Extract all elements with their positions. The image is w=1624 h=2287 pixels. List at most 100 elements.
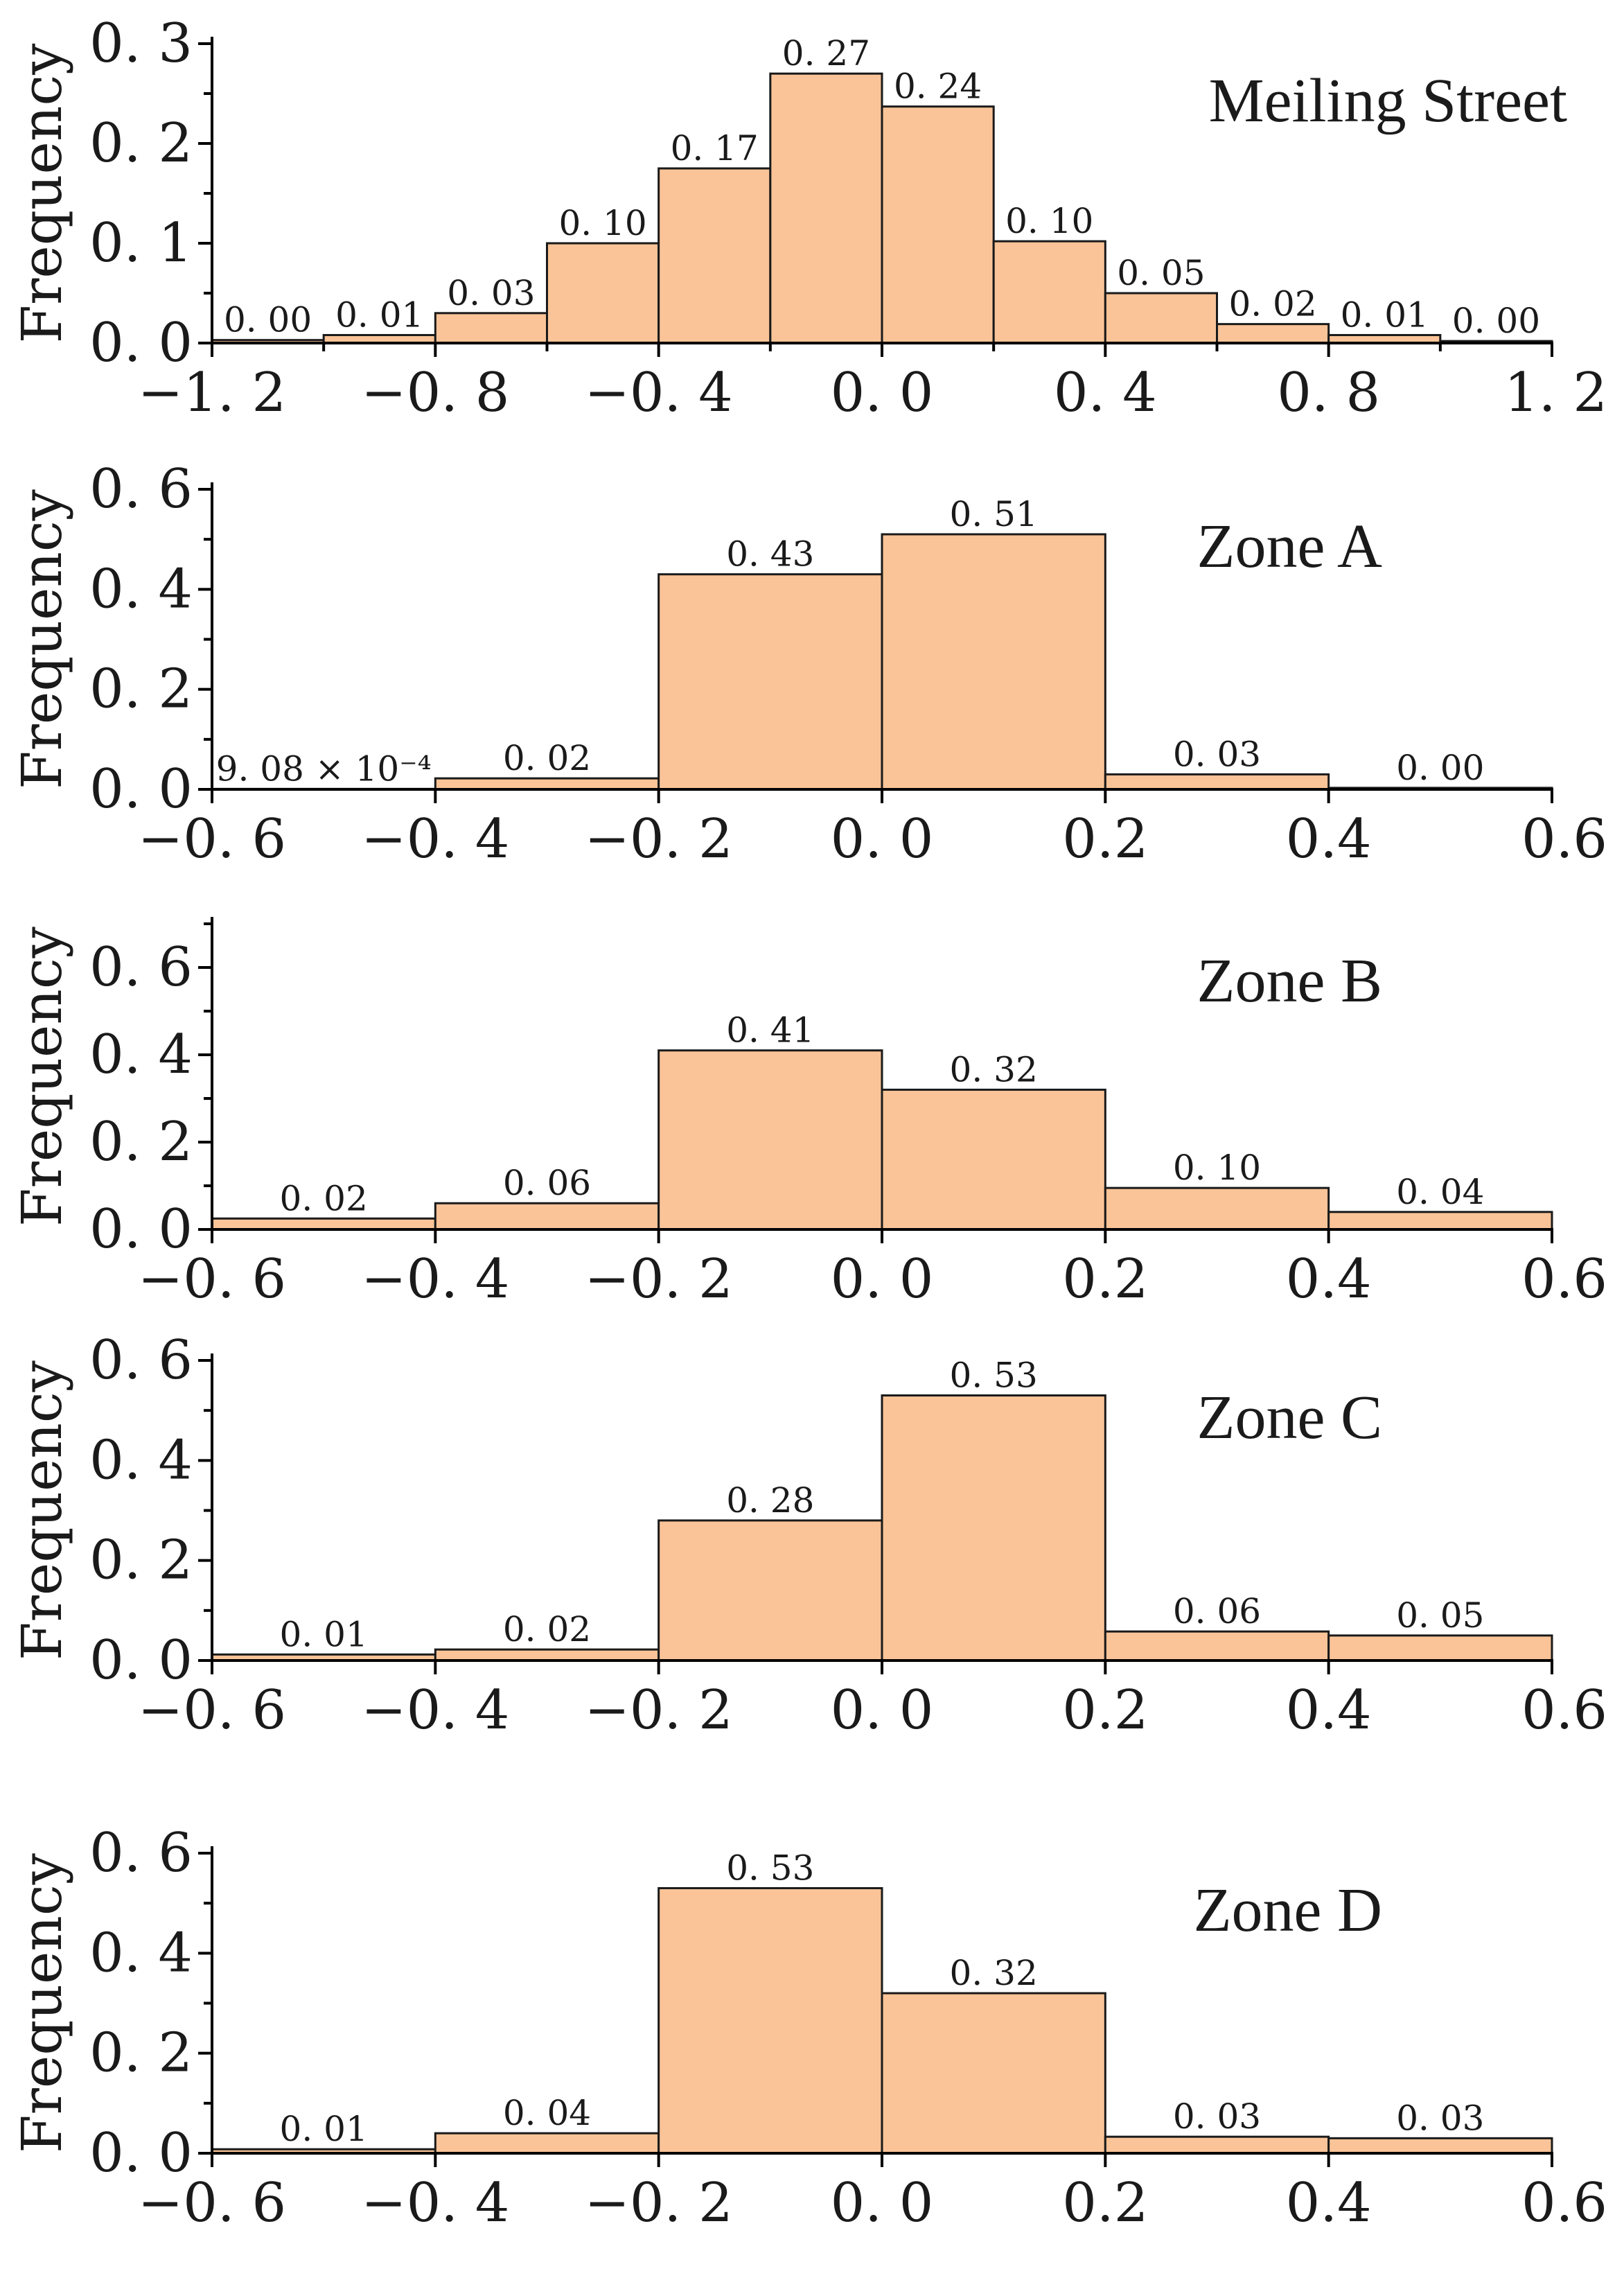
x-tick-label: −0. 4 xyxy=(361,2172,509,2234)
x-tick-label: −0. 2 xyxy=(585,1248,733,1311)
y-tick-label: 0. 6 xyxy=(89,1822,193,1884)
x-tick-label: 0. 0 xyxy=(831,1248,934,1311)
bar-value-label: 0. 03 xyxy=(1173,2096,1261,2137)
bar-value-label: 0. 03 xyxy=(1173,734,1261,774)
bar-value-label: 0. 01 xyxy=(280,2109,368,2149)
x-tick-label: 0.2 xyxy=(1062,1679,1148,1742)
histogram-bar xyxy=(1327,1634,1553,1662)
bar-value-label: 0. 01 xyxy=(335,295,423,335)
bar-value-label: 0. 01 xyxy=(1341,295,1429,335)
y-tick-label: 0. 2 xyxy=(89,1111,193,1173)
panel-title: Meiling Street xyxy=(1209,67,1567,135)
histogram-bar xyxy=(992,240,1106,344)
x-tick-label: 0.6 xyxy=(1521,808,1607,870)
histogram-panel-5: 0. 01 0. 04 0. 53 0. 32 0. 03 0. 03 0. 0 0. 2 0.… xyxy=(10,1822,1607,2234)
histogram-bar xyxy=(881,105,995,344)
x-tick-label: 0. 0 xyxy=(831,1679,934,1742)
bar-value-label: 0. 10 xyxy=(558,203,646,243)
x-tick-label: −0. 8 xyxy=(361,362,509,424)
histogram-bar xyxy=(1216,323,1330,344)
histogram-bar xyxy=(1104,1186,1330,1231)
x-tick-label: −0. 6 xyxy=(138,1679,286,1742)
x-tick-label: 0.6 xyxy=(1521,1248,1607,1311)
x-tick-label: −0. 2 xyxy=(585,808,733,870)
bar-value-label: 0. 41 xyxy=(726,1010,814,1051)
y-axis-title: Frequency xyxy=(10,1853,74,2153)
x-tick-label: 0.4 xyxy=(1286,808,1372,870)
x-tick-label: −0. 6 xyxy=(138,1248,286,1311)
bar-value-label: 0. 02 xyxy=(1228,284,1316,324)
y-tick-label: 0. 2 xyxy=(89,112,193,175)
y-tick-label: 0. 2 xyxy=(89,2022,193,2085)
histogram-bar xyxy=(1327,1211,1553,1231)
panel-title: Zone C xyxy=(1197,1383,1382,1452)
x-tick-label: 0.2 xyxy=(1062,1248,1148,1311)
histogram-bar xyxy=(657,1887,883,2155)
histogram-bar xyxy=(1104,292,1219,344)
y-tick-label: 0. 6 xyxy=(89,936,193,999)
bar-value-label: 9. 08 × 10⁻⁴ xyxy=(216,748,432,789)
histogram-bar xyxy=(881,1394,1106,1662)
bar-value-label: 0. 00 xyxy=(224,300,312,340)
bar-value-label: 0. 03 xyxy=(1396,2098,1484,2138)
histogram-bar xyxy=(434,2132,660,2155)
x-tick-label: 0.6 xyxy=(1521,1679,1607,1742)
x-tick-label: −0. 4 xyxy=(361,1679,509,1742)
y-tick-label: 0. 4 xyxy=(89,1024,193,1086)
y-axis-title: Frequency xyxy=(10,489,74,789)
bar-value-label: 0. 00 xyxy=(1452,301,1540,341)
y-tick-label: 0. 1 xyxy=(89,212,193,274)
histogram-bar xyxy=(657,167,772,344)
bar-value-label: 0. 28 xyxy=(726,1480,814,1521)
histogram-bar xyxy=(434,777,660,791)
histogram-bar xyxy=(881,1992,1106,2155)
y-tick-label: 0. 0 xyxy=(89,312,193,374)
panel-title: Zone D xyxy=(1194,1876,1382,1945)
bar-value-label: 0. 27 xyxy=(782,33,870,73)
histogram-bar xyxy=(881,533,1106,791)
histogram-bar xyxy=(434,1648,660,1662)
bar-value-label: 0. 02 xyxy=(280,1178,368,1218)
histogram-bar xyxy=(546,242,660,344)
x-tick-label: 0. 0 xyxy=(831,362,934,424)
bar-value-label: 0. 43 xyxy=(726,534,814,575)
y-tick-label: 0. 3 xyxy=(89,12,193,75)
x-tick-label: 0.2 xyxy=(1062,2172,1148,2234)
bar-value-label: 0. 32 xyxy=(950,1953,1038,1993)
y-tick-label: 0. 6 xyxy=(89,458,193,520)
x-tick-label: −0. 6 xyxy=(138,808,286,870)
x-tick-label: 0.4 xyxy=(1286,1679,1372,1742)
y-tick-label: 0. 4 xyxy=(89,1429,193,1491)
x-tick-label: 0. 4 xyxy=(1054,362,1157,424)
bar-value-label: 0. 04 xyxy=(1396,1172,1484,1212)
y-tick-label: 0. 0 xyxy=(89,1198,193,1261)
y-tick-label: 0. 2 xyxy=(89,1530,193,1592)
y-tick-label: 0. 4 xyxy=(89,558,193,620)
bar-value-label: 0. 06 xyxy=(1173,1591,1261,1631)
x-tick-label: −0. 2 xyxy=(585,2172,733,2234)
bar-value-label: 0. 00 xyxy=(1396,748,1484,788)
bar-value-label: 0. 24 xyxy=(894,67,982,107)
x-tick-label: 0.4 xyxy=(1286,2172,1372,2234)
x-tick-label: −0. 4 xyxy=(361,1248,509,1311)
x-tick-label: −0. 2 xyxy=(585,1679,733,1742)
y-tick-label: 0. 0 xyxy=(89,2122,193,2184)
x-tick-label: 0.2 xyxy=(1062,808,1148,870)
x-tick-label: 0.6 xyxy=(1521,2172,1607,2234)
bar-value-label: 0. 10 xyxy=(1173,1148,1261,1188)
y-axis-title: Frequency xyxy=(10,1360,74,1661)
x-tick-label: −0. 6 xyxy=(138,2172,286,2234)
panel-title: Zone A xyxy=(1197,512,1382,581)
bar-value-label: 0. 05 xyxy=(1117,253,1205,293)
histogram-bar xyxy=(434,312,548,344)
x-tick-label: 1. 2 xyxy=(1504,362,1607,424)
y-tick-label: 0. 2 xyxy=(89,658,193,721)
bar-value-label: 0. 53 xyxy=(950,1356,1038,1396)
x-tick-label: −1. 2 xyxy=(138,362,286,424)
x-tick-label: −0. 4 xyxy=(585,362,733,424)
bar-value-label: 0. 04 xyxy=(503,2093,591,2133)
bar-value-label: 0. 32 xyxy=(950,1049,1038,1089)
histogram-bar xyxy=(1104,773,1330,791)
x-tick-label: 0. 0 xyxy=(831,808,934,870)
